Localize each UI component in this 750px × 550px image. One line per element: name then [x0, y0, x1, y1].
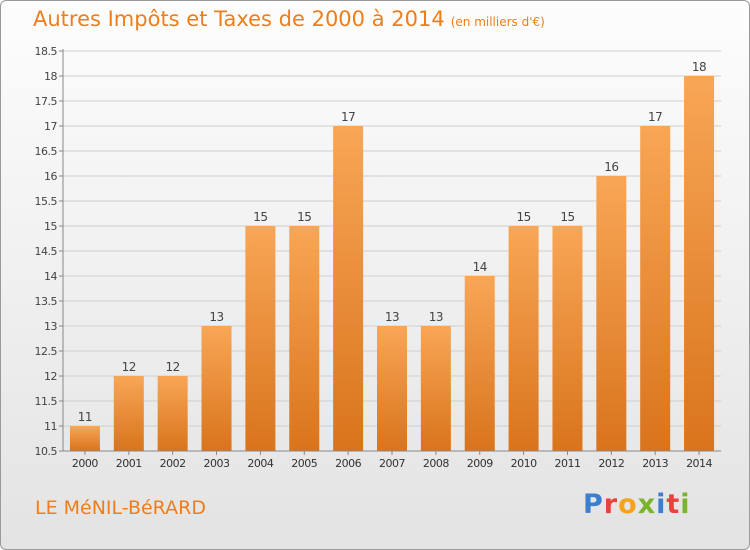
- x-tick-label: 2007: [379, 457, 405, 470]
- x-tick-label: 2000: [72, 457, 98, 470]
- x-tick-label: 2004: [247, 457, 273, 470]
- bar: [69, 426, 100, 451]
- bar: [684, 76, 715, 451]
- y-tick-label: 14: [44, 270, 57, 283]
- proxiti-logo: Proxiti: [583, 489, 691, 520]
- axes: [59, 49, 721, 455]
- y-tick-label: 11.5: [35, 395, 58, 408]
- data-label: 17: [648, 110, 662, 124]
- x-tick-label: 2014: [686, 457, 712, 470]
- x-tick-label: 2008: [423, 457, 449, 470]
- bar: [333, 126, 364, 451]
- data-label: 15: [560, 210, 574, 224]
- x-tick-label: 2005: [291, 457, 317, 470]
- data-label: 15: [297, 210, 311, 224]
- x-tick-label: 2010: [511, 457, 537, 470]
- x-tick-label: 2013: [642, 457, 668, 470]
- bar: [245, 226, 276, 451]
- logo-letter: o: [618, 489, 638, 520]
- y-tick-label: 15.5: [35, 195, 58, 208]
- y-tick-label: 16: [44, 170, 57, 183]
- data-label: 14: [473, 260, 487, 274]
- y-tick-label: 18: [44, 70, 57, 83]
- logo-letter: x: [637, 489, 657, 520]
- x-tick-label: 2006: [335, 457, 361, 470]
- logo-letter: r: [603, 489, 619, 520]
- commune-name: LE MéNIL-BéRARD: [35, 497, 206, 519]
- bar: [464, 276, 495, 451]
- y-tick-label: 14.5: [35, 245, 58, 258]
- bar: [289, 226, 320, 451]
- y-tick-label: 12.5: [35, 345, 58, 358]
- logo-letter: i: [680, 489, 691, 520]
- data-label: 13: [429, 310, 443, 324]
- y-tick-label: 18.5: [35, 45, 58, 58]
- bar: [157, 376, 188, 451]
- y-tick-label: 17.5: [35, 95, 58, 108]
- bar: [508, 226, 539, 451]
- bar: [201, 326, 232, 451]
- logo-letter: i: [656, 489, 667, 520]
- x-tick-label: 2002: [160, 457, 186, 470]
- x-tick-label: 2011: [554, 457, 580, 470]
- y-tick-label: 12: [44, 370, 57, 383]
- title-text: Autres Impôts et Taxes de 2000 à 2014: [33, 7, 445, 31]
- x-tick-label: 2012: [598, 457, 624, 470]
- data-label: 12: [166, 360, 180, 374]
- bar: [596, 176, 627, 451]
- data-label: 18: [692, 60, 706, 74]
- y-tick-label: 13: [44, 320, 57, 333]
- data-label: 15: [516, 210, 530, 224]
- bar: [377, 326, 407, 451]
- data-label: 16: [604, 160, 618, 174]
- x-tick-label: 2001: [116, 457, 142, 470]
- data-label: 13: [385, 310, 399, 324]
- data-label: 12: [122, 360, 136, 374]
- bar: [420, 326, 451, 451]
- bar: [552, 226, 583, 451]
- y-tick-label: 13.5: [35, 295, 58, 308]
- bars: [69, 76, 715, 451]
- title-unit: (en milliers d'€): [450, 15, 545, 29]
- data-label: 13: [209, 310, 223, 324]
- y-tick-label: 15: [44, 220, 57, 233]
- labels: 10.5 11 11.5 12 12.5 13 13.5 14 14.5 15 15.5 16 16.5…: [35, 45, 714, 470]
- chart-title: Autres Impôts et Taxes de 2000 à 2014 (en…: [33, 7, 545, 31]
- data-label: 15: [253, 210, 267, 224]
- data-label: 11: [78, 410, 92, 424]
- bar: [640, 126, 671, 451]
- data-label: 17: [341, 110, 355, 124]
- y-tick-label: 10.5: [35, 445, 58, 458]
- x-tick-label: 2003: [204, 457, 230, 470]
- y-tick-label: 16.5: [35, 145, 58, 158]
- y-tick-label: 17: [44, 120, 57, 133]
- x-tick-label: 2009: [467, 457, 493, 470]
- logo-letter: t: [666, 489, 681, 520]
- y-tick-label: 11: [44, 420, 57, 433]
- bar: [113, 376, 144, 451]
- logo-letter: P: [583, 489, 604, 520]
